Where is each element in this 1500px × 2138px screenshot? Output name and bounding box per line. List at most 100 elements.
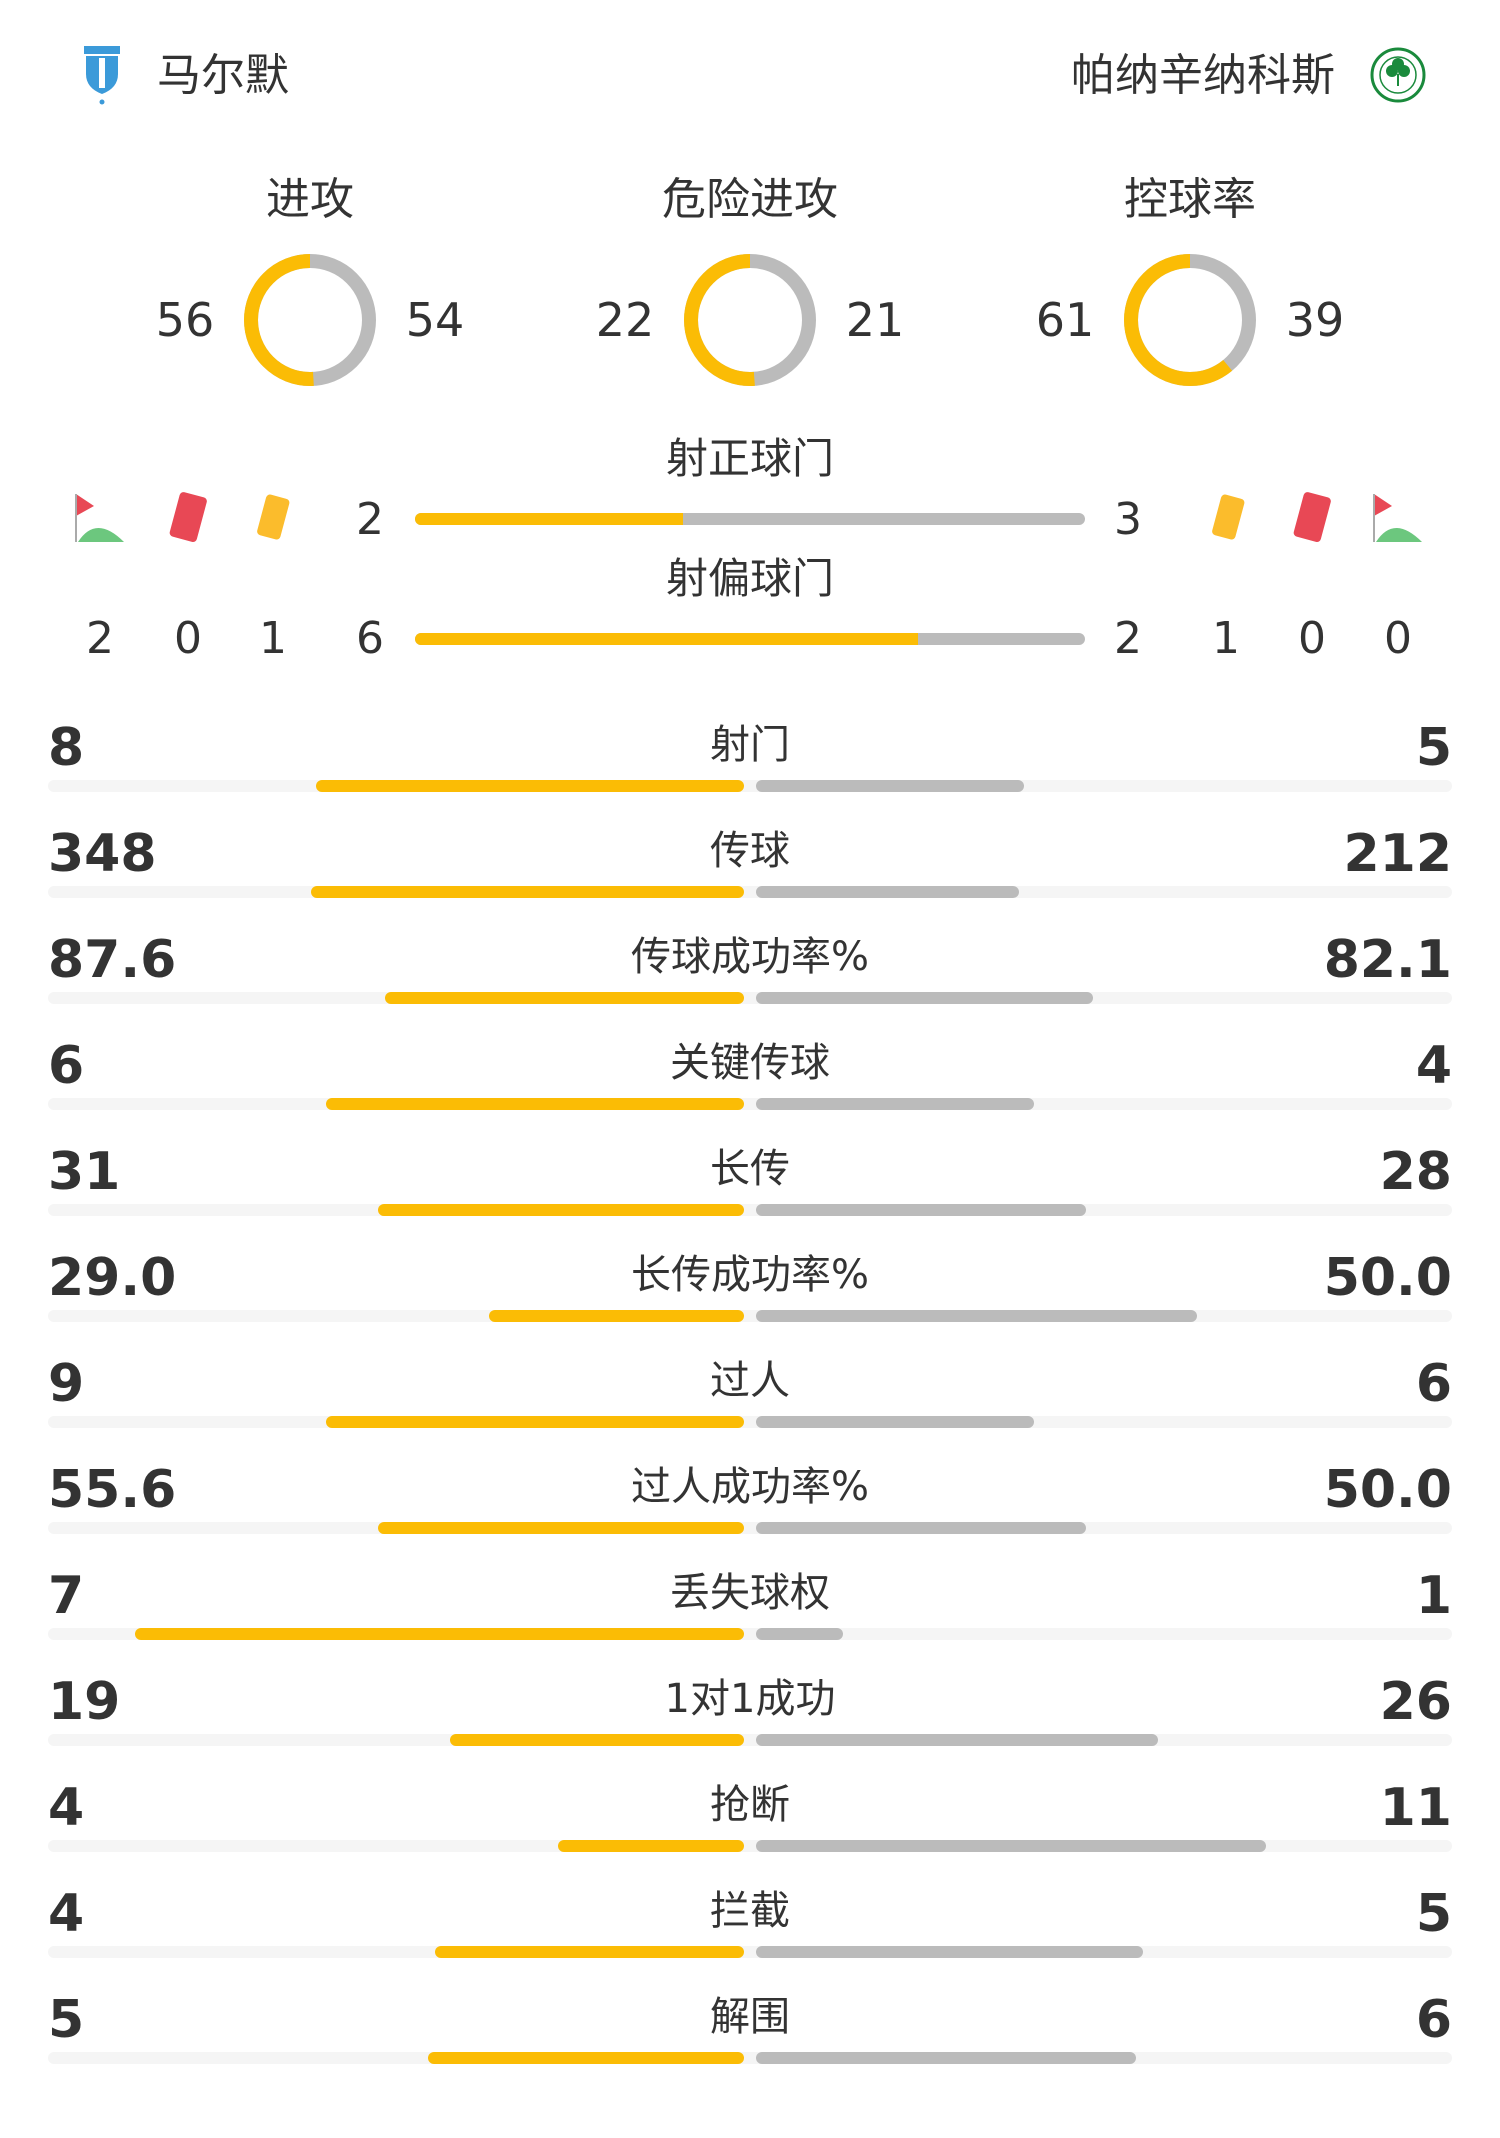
stat-row: 348 传球 212 (0, 816, 1500, 922)
stat-home-bar (326, 1416, 744, 1428)
malmo-ff-logo (84, 46, 120, 105)
stat-bar-track (48, 1946, 1452, 1958)
stat-label: 射门 (710, 722, 790, 768)
donut-chart (684, 254, 816, 386)
donut-home-arc (244, 254, 376, 386)
stat-home-bar (384, 992, 744, 1004)
stat-home-value: 9 (48, 1354, 85, 1414)
stat-away-bar (756, 780, 1024, 792)
red-card-icon (169, 492, 207, 542)
home-yellow-cards: 1 (259, 613, 287, 664)
on-target-label: 射正球门 (665, 434, 834, 483)
off-target-home-fill (415, 633, 918, 645)
stat-home-value: 87.6 (48, 930, 177, 990)
stat-home-value: 7 (48, 1566, 85, 1626)
stat-away-bar (756, 1522, 1086, 1534)
stat-row: 87.6 传球成功率% 82.1 (0, 922, 1500, 1028)
stat-home-value: 6 (48, 1036, 85, 1096)
stat-home-bar (434, 1946, 744, 1958)
stat-home-bar (427, 2052, 744, 2064)
away-red-cards: 0 (1298, 613, 1326, 664)
stat-away-value: 6 (1415, 1990, 1452, 2050)
stat-row: 8 射门 5 (0, 710, 1500, 816)
off-target-bar (415, 633, 1085, 645)
stat-home-value: 31 (48, 1142, 121, 1202)
stat-home-value: 348 (48, 824, 157, 884)
stat-away-bar (756, 1416, 1035, 1428)
corner-flag-icon (75, 494, 124, 542)
stat-bar-track (48, 992, 1452, 1004)
stat-home-bar (488, 1310, 744, 1322)
stat-label: 长传成功率% (630, 1252, 869, 1298)
stat-bar-track (48, 1522, 1452, 1534)
home-corners: 2 (86, 613, 114, 664)
donut-away-value: 39 (1285, 293, 1345, 347)
stat-away-value: 6 (1415, 1354, 1452, 1414)
stat-away-value: 212 (1343, 824, 1452, 884)
away-team-name: 帕纳辛纳科斯 (1071, 50, 1335, 101)
stat-label: 过人 (710, 1358, 790, 1404)
stat-bar-track (48, 1734, 1452, 1746)
stat-home-value: 29.0 (48, 1248, 177, 1308)
stat-bar-track (48, 780, 1452, 792)
stat-home-bar (558, 1840, 744, 1852)
away-yellow-cards: 1 (1212, 613, 1240, 664)
stat-away-bar (756, 1204, 1087, 1216)
stat-label: 过人成功率% (630, 1464, 869, 1510)
stat-home-value: 4 (48, 1778, 85, 1838)
donut-label: 进攻 (266, 174, 354, 225)
stat-home-bar (311, 886, 744, 898)
stat-bar-track (48, 1416, 1452, 1428)
stat-home-value: 55.6 (48, 1460, 177, 1520)
stat-home-value: 5 (48, 1990, 85, 2050)
stat-row: 4 拦截 5 (0, 1876, 1500, 1982)
donut-away-value: 21 (845, 293, 905, 347)
panathinaikos-logo (1370, 47, 1426, 103)
stat-away-value: 50.0 (1323, 1248, 1452, 1308)
stat-row: 6 关键传球 4 (0, 1028, 1500, 1134)
away-off-target: 2 (1114, 613, 1142, 664)
stat-away-bar (756, 1098, 1035, 1110)
home-team-name: 马尔默 (157, 50, 289, 101)
donut-home-arc (1124, 254, 1256, 386)
stat-home-bar (450, 1734, 744, 1746)
stat-away-bar (756, 1310, 1197, 1322)
home-red-cards: 0 (174, 613, 202, 664)
away-on-target: 3 (1114, 494, 1142, 545)
stat-away-bar (756, 1946, 1143, 1958)
stat-away-value: 1 (1415, 1566, 1452, 1626)
stat-bar-track (48, 1098, 1452, 1110)
stat-bar-track (48, 886, 1452, 898)
yellow-card-icon (257, 494, 290, 540)
stat-row: 31 长传 28 (0, 1134, 1500, 1240)
stat-away-value: 11 (1379, 1778, 1452, 1838)
stat-home-bar (315, 780, 744, 792)
stat-bar-track (48, 2052, 1452, 2064)
stat-label: 1对1成功 (664, 1676, 836, 1722)
stat-row: 19 1对1成功 26 (0, 1664, 1500, 1770)
stat-home-value: 19 (48, 1672, 121, 1732)
stat-home-value: 8 (48, 718, 85, 778)
donut-label: 控球率 (1124, 174, 1256, 225)
stat-away-value: 4 (1415, 1036, 1452, 1096)
stat-row: 9 过人 6 (0, 1346, 1500, 1452)
stat-label: 拦截 (710, 1888, 790, 1934)
donut-away-value: 54 (405, 293, 465, 347)
stat-home-bar (378, 1204, 744, 1216)
stat-row: 5 解围 6 (0, 1982, 1500, 2088)
stat-bar-track (48, 1310, 1452, 1322)
off-target-label: 射偏球门 (665, 554, 834, 603)
stat-label: 抢断 (710, 1782, 790, 1828)
stat-away-bar (756, 886, 1020, 898)
stat-row: 4 抢断 11 (0, 1770, 1500, 1876)
on-target-home-fill (415, 513, 683, 525)
stat-away-value: 5 (1415, 1884, 1452, 1944)
stat-away-value: 28 (1379, 1142, 1452, 1202)
donut-home-value: 56 (155, 293, 215, 347)
stat-row: 29.0 长传成功率% 50.0 (0, 1240, 1500, 1346)
stat-label: 解围 (710, 1994, 790, 2040)
stat-label: 丢失球权 (670, 1570, 830, 1616)
donut-home-arc (684, 254, 816, 386)
donut-label: 危险进攻 (662, 174, 838, 225)
stat-away-bar (756, 2052, 1136, 2064)
